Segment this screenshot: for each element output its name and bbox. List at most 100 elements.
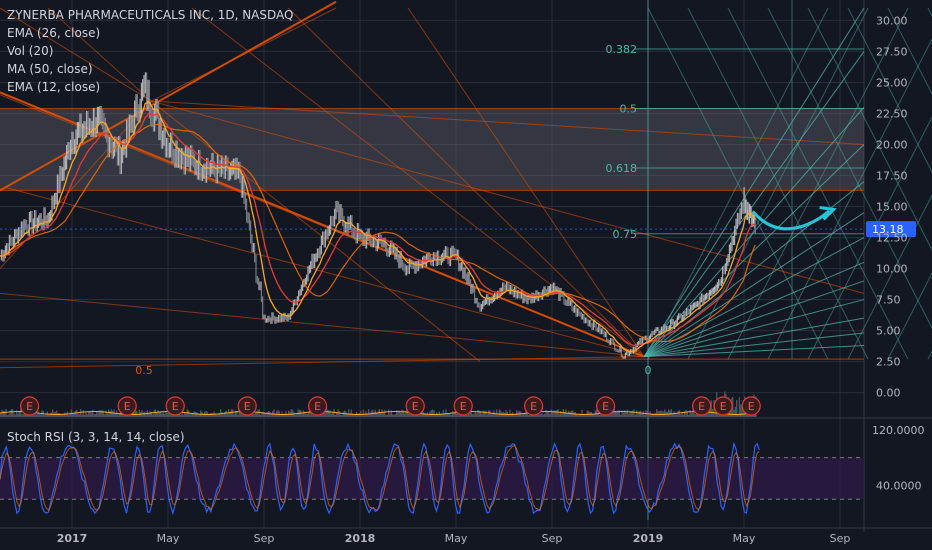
volume-bar xyxy=(652,413,654,417)
earnings-marker: E xyxy=(405,396,425,416)
volume-bar xyxy=(274,414,277,417)
teal-fan-group xyxy=(643,7,932,360)
volume-bar xyxy=(264,413,266,417)
volume-bar xyxy=(634,414,637,417)
chart-legend: ZYNERBA PHARMACEUTICALS INC, 1D, NASDAQ … xyxy=(7,6,293,96)
volume-bar xyxy=(492,412,494,417)
volume-bar xyxy=(190,413,193,417)
volume-bar xyxy=(301,412,303,417)
volume-bar xyxy=(86,414,89,417)
volume-bar xyxy=(542,414,545,417)
earnings-marker: E xyxy=(741,396,761,416)
volume-bar xyxy=(81,414,83,417)
volume-bar xyxy=(5,409,7,417)
volume-bar xyxy=(385,414,387,417)
orange-fan-line xyxy=(151,100,865,294)
volume-bar xyxy=(432,409,434,417)
legend-ema26[interactable]: EMA (26, close) xyxy=(7,26,101,40)
volume-bar xyxy=(396,410,398,417)
earnings-label: E xyxy=(530,400,537,413)
volume-bar xyxy=(741,405,743,417)
volume-bar xyxy=(98,410,101,417)
volume-bar xyxy=(386,414,389,417)
teal-fan-line xyxy=(643,106,865,357)
earnings-label: E xyxy=(460,400,467,413)
teal-diagonal xyxy=(727,7,909,360)
volume-bar xyxy=(250,413,253,417)
volume-bar xyxy=(144,411,146,417)
volume-bar xyxy=(233,414,235,417)
volume-bar xyxy=(240,410,242,417)
volume-bar xyxy=(89,411,91,417)
earnings-marker: E xyxy=(117,396,137,416)
time-tick-label: May xyxy=(157,532,180,545)
legend-ma50[interactable]: MA (50, close) xyxy=(7,62,93,76)
volume-bar xyxy=(474,411,477,417)
orange-fan-line xyxy=(47,7,152,102)
earnings-label: E xyxy=(412,400,419,413)
volume-bar xyxy=(402,410,405,417)
time-tick-label: 2018 xyxy=(345,532,376,545)
volume-bar xyxy=(742,409,745,417)
volume-bar xyxy=(616,412,618,417)
volume-bar xyxy=(10,409,13,417)
legend-ema12[interactable]: EMA (12, close) xyxy=(7,80,101,94)
volume-bar xyxy=(92,409,94,417)
volume-bar xyxy=(56,410,58,417)
volume-bar xyxy=(192,413,194,417)
volume-bar xyxy=(108,409,110,417)
orange-fan-group xyxy=(0,7,865,369)
volume-bar xyxy=(22,413,25,417)
volume-bar xyxy=(734,406,737,417)
volume-bar xyxy=(133,410,135,417)
volume-bar xyxy=(424,412,426,417)
volume-bar xyxy=(105,410,107,417)
volume-bar xyxy=(237,414,239,417)
volume-bar xyxy=(260,414,262,417)
teal-fan-line xyxy=(643,317,865,358)
volume-bar xyxy=(212,413,214,417)
teal-fan-line xyxy=(643,332,865,358)
volume-bar xyxy=(68,414,70,417)
volume-bar xyxy=(422,412,425,417)
fib-level-label: 0.5 xyxy=(620,102,638,115)
earnings-circle xyxy=(523,396,544,416)
volume-bar xyxy=(526,413,529,417)
time-tick-label: May xyxy=(733,532,756,545)
volume-bar xyxy=(710,400,713,417)
teal-diagonal xyxy=(767,7,932,329)
volume-bar xyxy=(668,409,670,417)
volume-bar xyxy=(357,414,359,417)
teal-fan-line xyxy=(643,51,865,357)
fib-mark-label: 0.5 xyxy=(135,364,153,377)
volume-bar xyxy=(530,414,533,417)
volume-bar xyxy=(361,414,363,417)
volume-bar xyxy=(456,410,458,417)
volume-bar xyxy=(36,414,38,417)
stoch-rsi-legend[interactable]: Stoch RSI (3, 3, 14, 14, close) xyxy=(7,430,185,444)
volume-bar xyxy=(306,413,309,417)
volume-bar xyxy=(550,409,553,417)
volume-bar xyxy=(393,414,395,417)
volume-bar xyxy=(286,414,289,417)
volume-bar xyxy=(60,414,62,417)
volume-bar xyxy=(740,404,742,417)
volume-bar xyxy=(180,414,182,417)
teal-diagonal xyxy=(687,7,869,360)
volume-bar xyxy=(304,412,306,417)
volume-bar xyxy=(352,414,354,417)
volume-bar xyxy=(364,414,366,417)
volume-bar xyxy=(514,413,517,417)
volume-bar xyxy=(680,414,682,417)
volume-bar xyxy=(61,414,63,417)
volume-bar xyxy=(25,414,27,417)
price-tick-label: 2.50 xyxy=(876,356,901,369)
legend-vol[interactable]: Vol (20) xyxy=(7,44,54,58)
volume-bar xyxy=(188,410,190,417)
volume-bar xyxy=(310,411,313,417)
volume-bar xyxy=(340,414,342,417)
volume-bar xyxy=(718,412,721,417)
volume-bar xyxy=(437,414,439,417)
